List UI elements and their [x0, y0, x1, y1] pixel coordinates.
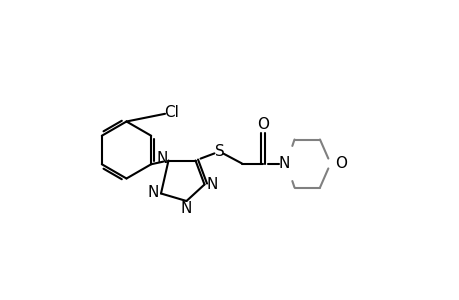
Text: S: S: [214, 144, 224, 159]
Text: Cl: Cl: [164, 105, 179, 120]
Text: N: N: [147, 185, 159, 200]
Text: O: O: [257, 117, 269, 132]
Text: O: O: [334, 156, 346, 171]
Text: N: N: [206, 177, 217, 192]
Text: N: N: [180, 201, 192, 216]
Text: N: N: [278, 156, 289, 171]
Text: N: N: [157, 151, 168, 166]
